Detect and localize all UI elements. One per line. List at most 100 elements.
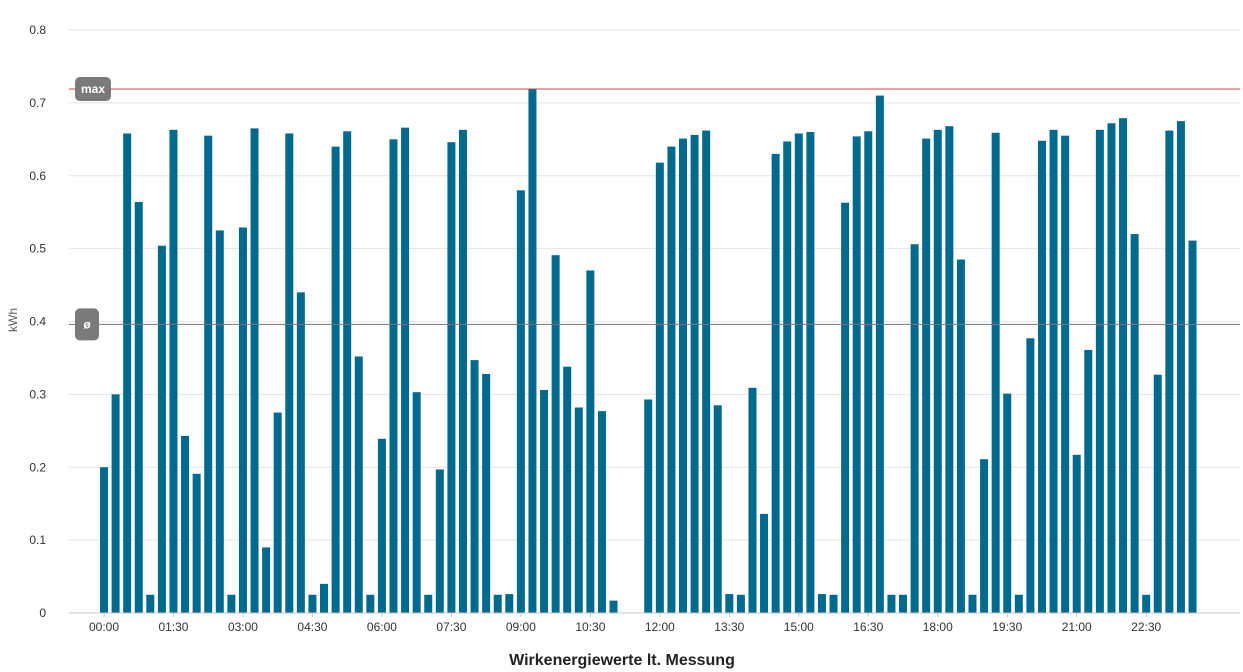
y-axis-tick-labels: 0 0.1 0.2 0.3 0.4 0.5 0.6 0.7 0.8 (29, 23, 46, 620)
bar (1107, 123, 1116, 613)
x-tick-label: 10:30 (575, 620, 605, 634)
x-tick-label: 15:00 (784, 620, 814, 634)
bar (597, 411, 606, 613)
chart-title: Wirkenergiewerte lt. Messung (509, 652, 735, 669)
bar (1165, 130, 1174, 613)
bar (1061, 135, 1070, 613)
bar (551, 255, 560, 613)
bar (412, 392, 421, 613)
grid-lines (69, 29, 1240, 541)
y-tick-label: 0 (39, 606, 46, 620)
bar (852, 136, 861, 613)
x-tick-label: 13:30 (714, 620, 744, 634)
bar-series (100, 89, 1197, 614)
bar (528, 89, 537, 613)
x-tick-label: 19:30 (992, 620, 1022, 634)
y-tick-label: 0.2 (29, 460, 46, 474)
bar (1049, 129, 1058, 613)
bar (285, 133, 294, 614)
bar (181, 435, 190, 613)
bar (829, 594, 838, 613)
bar (760, 513, 769, 613)
bar (354, 356, 363, 613)
bar (1130, 234, 1139, 614)
x-tick-label: 00:00 (89, 620, 119, 634)
y-tick-label: 0.3 (29, 387, 46, 401)
bar (123, 133, 132, 614)
bar (1072, 454, 1081, 613)
bar (644, 399, 653, 613)
bar (493, 594, 502, 613)
bar (262, 547, 271, 613)
bar (563, 366, 572, 613)
bar (1119, 118, 1128, 614)
y-tick-label: 0.6 (29, 169, 46, 183)
reference-lines: max ø (69, 77, 1240, 341)
bar (320, 583, 329, 613)
x-tick-label: 12:00 (645, 620, 675, 634)
bar (933, 129, 942, 613)
bar (841, 202, 850, 613)
bar (1014, 594, 1023, 613)
bar (505, 594, 514, 613)
bar (308, 594, 317, 613)
bar (227, 594, 236, 613)
x-tick-label: 07:30 (436, 620, 466, 634)
bar (134, 201, 143, 614)
bar (296, 292, 305, 613)
bar (1026, 338, 1035, 613)
bar (956, 259, 965, 613)
bar (1084, 349, 1093, 613)
bar (690, 134, 699, 613)
y-tick-label: 0.8 (29, 23, 46, 37)
x-tick-label: 21:00 (1062, 620, 1092, 634)
bar (899, 594, 908, 613)
bar (655, 162, 664, 613)
bar (864, 131, 873, 613)
bar (111, 394, 120, 613)
reference-badge (75, 77, 111, 102)
bar (875, 95, 884, 613)
bar (991, 132, 1000, 613)
reference-badge-label: max (81, 82, 105, 96)
bar (389, 139, 398, 613)
bar (794, 133, 803, 614)
bar (771, 153, 780, 613)
bar (343, 131, 352, 613)
bar (424, 594, 433, 613)
bar (1188, 240, 1197, 613)
bar (1153, 374, 1162, 613)
bar (1037, 140, 1046, 613)
bar (540, 390, 549, 613)
bar (725, 594, 734, 613)
bar (713, 405, 722, 613)
bar (1003, 393, 1012, 613)
x-tick-label: 06:00 (367, 620, 397, 634)
bar (331, 146, 340, 613)
bar (968, 594, 977, 613)
bar (238, 227, 247, 613)
bar (702, 130, 711, 613)
bar (980, 459, 989, 613)
bar (157, 245, 166, 613)
bar (366, 594, 375, 613)
bar (667, 146, 676, 613)
bar (192, 473, 201, 613)
y-tick-label: 0.7 (29, 96, 46, 110)
bar (945, 126, 954, 613)
x-axis-tick-labels: 00:00 01:30 03:00 04:30 06:00 07:30 09:00 10:30… (89, 613, 1162, 634)
x-tick-label: 04:30 (297, 620, 327, 634)
bar (146, 594, 155, 613)
bar (887, 594, 896, 613)
bar (482, 373, 491, 613)
bar (250, 128, 259, 613)
bar (817, 594, 826, 613)
bar (204, 135, 213, 613)
bar (377, 438, 386, 613)
y-axis-label: kWh (6, 308, 20, 332)
bar (447, 142, 456, 614)
x-tick-label: 03:00 (228, 620, 258, 634)
y-tick-label: 0.5 (29, 242, 46, 256)
bar (586, 270, 595, 613)
